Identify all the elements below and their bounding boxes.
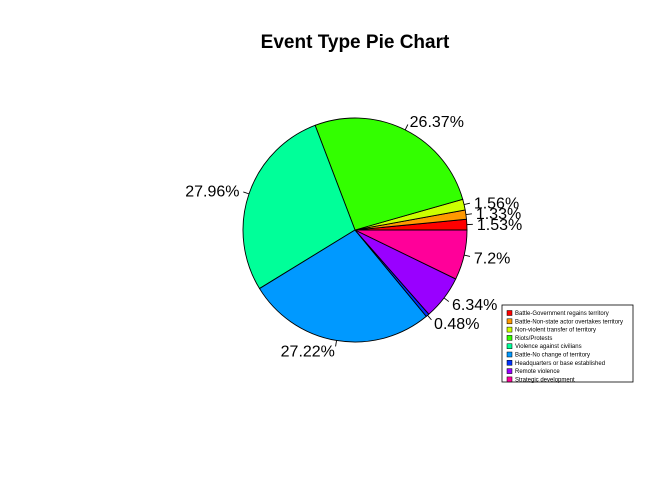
legend-label: Battle-Government regains territory — [515, 311, 609, 317]
pie-slice — [242, 124, 356, 290]
slice-percent-label: 1.53% — [477, 217, 522, 234]
slice-percent-label: 0.48% — [434, 316, 479, 333]
label-tick — [465, 213, 472, 216]
label-tick — [443, 297, 450, 302]
slice-percent-label: 27.22% — [281, 343, 335, 360]
label-tick — [335, 340, 338, 347]
pie-slice — [258, 229, 427, 343]
legend-swatch — [506, 343, 513, 349]
slice-percent-label: 1.56% — [474, 195, 519, 212]
label-tick — [404, 124, 409, 131]
legend-box — [501, 304, 634, 383]
legend-label: Strategic development — [515, 377, 575, 383]
legend-swatch — [506, 360, 513, 366]
slice-percent-label: 1.33% — [476, 206, 521, 223]
legend-swatch — [506, 335, 513, 341]
legend-swatch — [506, 310, 513, 316]
label-tick — [427, 315, 432, 321]
label-tick — [243, 191, 250, 195]
pie-slices — [242, 117, 468, 343]
legend: Battle-Government regains territory Battl… — [501, 304, 634, 383]
slice-percent-label: 26.37% — [410, 114, 464, 131]
chart-title: Event Type Pie Chart — [261, 32, 450, 53]
slice-percent-label: 7.2% — [474, 250, 510, 267]
legend-label: Violence against civilians — [515, 344, 582, 350]
slice-percent-label: 27.96% — [185, 184, 239, 201]
legend-swatch — [506, 326, 513, 333]
legend-label: Riots/Protests — [515, 336, 552, 342]
pie-labels: 1.53%1.33%1.56% 26.37% 27.96% 27.22% 0.48% 6.… — [185, 114, 522, 360]
label-tick — [463, 202, 471, 206]
legend-label: Battle-No change of territory — [515, 353, 590, 359]
legend-label: Headquarters or base established — [515, 361, 605, 367]
legend-swatch — [506, 368, 513, 374]
legend-swatch — [506, 351, 513, 358]
label-tick — [464, 254, 471, 257]
slice-percent-label: 6.34% — [452, 297, 497, 314]
legend-label: Non-violent transfer of territory — [515, 328, 596, 334]
legend-label: Remote violence — [515, 369, 560, 375]
legend-swatch — [506, 376, 513, 383]
legend-label: Battle-Non-state actor overtakes territo… — [515, 319, 623, 325]
legend-swatch — [506, 318, 513, 325]
